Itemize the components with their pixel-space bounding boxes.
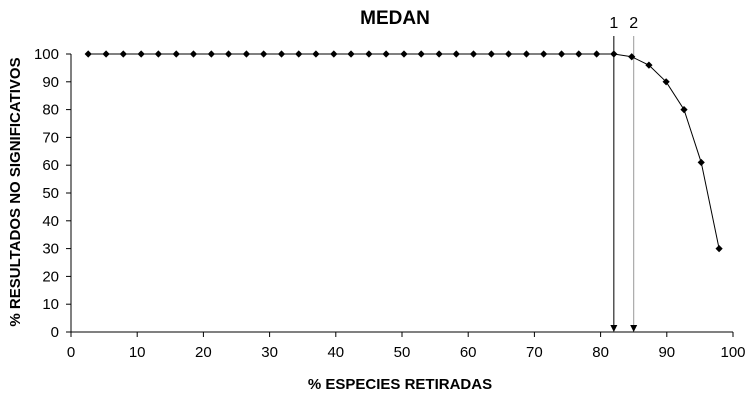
data-point xyxy=(189,50,198,58)
data-point xyxy=(242,50,251,58)
y-axis-label: % RESULTADOS NO SIGNIFICATIVOS xyxy=(7,57,24,326)
x-axis-label: % ESPECIES RETIRADAS xyxy=(308,376,492,393)
data-point xyxy=(207,50,215,58)
data-point xyxy=(575,50,583,58)
data-point xyxy=(224,50,233,58)
data-point xyxy=(662,78,670,86)
data-point xyxy=(557,50,566,58)
x-tick-label: 60 xyxy=(460,344,477,361)
data-point xyxy=(628,53,636,61)
data-point xyxy=(435,50,443,58)
x-tick-label: 0 xyxy=(67,344,75,361)
x-tick-label: 40 xyxy=(327,344,344,361)
x-tick-label: 20 xyxy=(195,344,212,361)
series xyxy=(84,50,723,253)
data-point xyxy=(312,50,320,58)
data-point xyxy=(610,50,618,58)
data-point xyxy=(645,61,653,69)
data-point xyxy=(593,50,601,58)
series-line-0 xyxy=(88,53,720,249)
axes: 0 10 20 30 40 50 60 70 80 90 100 0 10 20 30 40 50 60 70 80 9… xyxy=(34,46,746,361)
data-point xyxy=(172,50,180,58)
data-point xyxy=(417,50,425,58)
y-tick-label: 10 xyxy=(42,296,59,313)
data-point xyxy=(347,50,355,58)
data-point xyxy=(330,50,338,58)
data-point xyxy=(469,50,478,58)
x-tick-label: 100 xyxy=(720,344,745,361)
annotation-label-1: 1 xyxy=(609,15,618,32)
data-point xyxy=(102,50,110,58)
data-point xyxy=(119,50,127,58)
data-point xyxy=(715,245,723,253)
data-point xyxy=(260,50,268,58)
annotation-arrow-2 xyxy=(630,325,638,332)
data-point xyxy=(277,50,286,58)
data-point xyxy=(400,50,408,58)
data-point xyxy=(154,50,162,58)
x-tick-label: 30 xyxy=(261,344,278,361)
data-point xyxy=(295,50,303,58)
x-tick-label: 80 xyxy=(592,344,609,361)
y-tick-label: 20 xyxy=(42,268,59,285)
x-tick-label: 50 xyxy=(394,344,411,361)
data-point xyxy=(504,50,513,58)
data-point xyxy=(84,50,92,58)
y-tick-label: 0 xyxy=(51,324,59,341)
data-point xyxy=(680,106,688,114)
chart-title: MEDAN xyxy=(360,8,430,29)
annotation-arrow-1 xyxy=(610,325,618,332)
x-tick-label: 70 xyxy=(526,344,543,361)
data-point xyxy=(697,158,705,167)
annotation-label-2: 2 xyxy=(629,15,638,32)
data-point xyxy=(365,50,373,58)
data-point xyxy=(382,50,390,58)
data-point xyxy=(522,50,531,58)
y-tick-label: 60 xyxy=(42,157,59,174)
x-tick-label: 10 xyxy=(129,344,146,361)
y-tick-label: 30 xyxy=(42,241,59,258)
y-tick-label: 100 xyxy=(34,46,59,63)
y-tick-label: 50 xyxy=(42,185,59,202)
x-tick-label: 90 xyxy=(658,344,675,361)
data-point xyxy=(137,50,145,58)
y-tick-label: 70 xyxy=(42,129,59,146)
data-point xyxy=(540,50,548,58)
y-tick-label: 40 xyxy=(42,213,59,230)
y-tick-label: 80 xyxy=(42,102,59,119)
data-point xyxy=(452,50,460,58)
data-point xyxy=(487,50,495,58)
y-tick-label: 90 xyxy=(42,74,59,91)
